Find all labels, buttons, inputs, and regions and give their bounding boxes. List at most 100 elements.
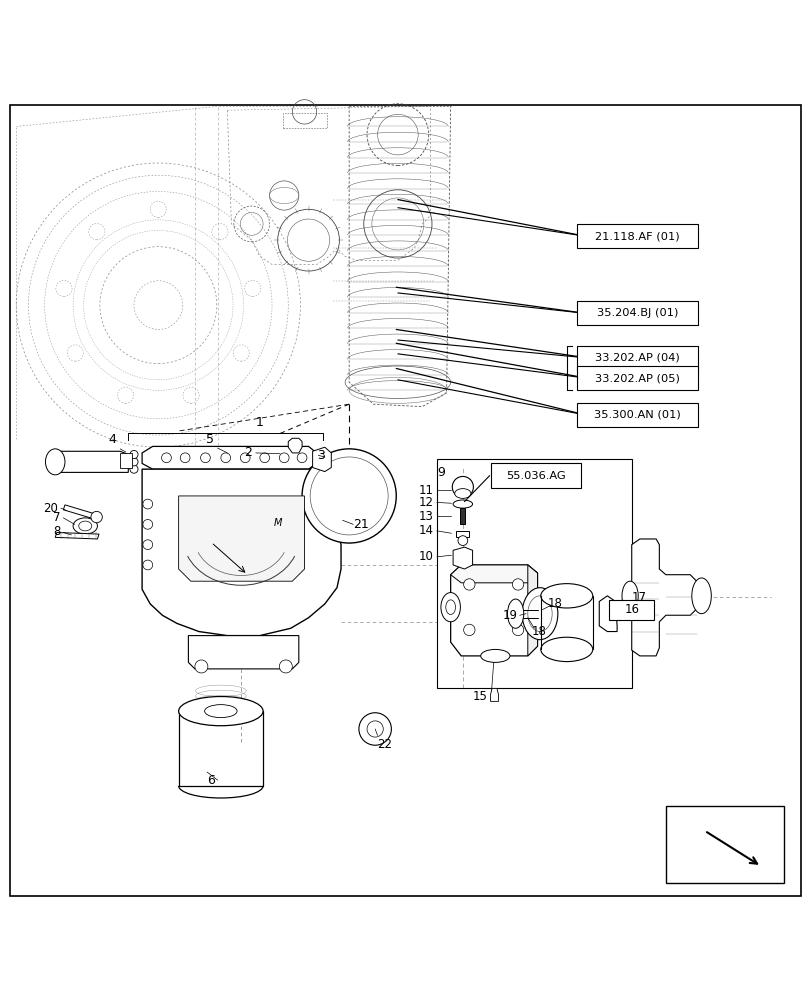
Text: 16: 16 xyxy=(624,603,638,616)
Bar xyxy=(460,508,465,524)
Ellipse shape xyxy=(73,518,97,534)
Text: 6: 6 xyxy=(207,774,215,787)
Ellipse shape xyxy=(178,697,263,726)
Circle shape xyxy=(240,453,250,463)
Ellipse shape xyxy=(453,500,472,508)
Ellipse shape xyxy=(480,649,509,662)
Circle shape xyxy=(200,453,210,463)
Bar xyxy=(491,463,580,488)
Circle shape xyxy=(161,453,171,463)
Ellipse shape xyxy=(440,593,460,622)
Bar xyxy=(120,453,132,468)
Polygon shape xyxy=(599,596,616,632)
Text: 18: 18 xyxy=(547,597,562,610)
Ellipse shape xyxy=(445,600,455,614)
Text: 9: 9 xyxy=(436,466,444,479)
Bar xyxy=(577,346,697,370)
Bar xyxy=(577,403,697,427)
Polygon shape xyxy=(55,532,99,539)
Polygon shape xyxy=(312,447,331,472)
Circle shape xyxy=(512,579,523,590)
Bar xyxy=(436,459,631,688)
Text: 35.204.BJ (01): 35.204.BJ (01) xyxy=(596,308,677,318)
Text: 10: 10 xyxy=(418,550,433,563)
Polygon shape xyxy=(142,469,341,636)
Circle shape xyxy=(91,511,102,523)
Text: 11: 11 xyxy=(418,484,433,497)
Circle shape xyxy=(463,624,474,636)
Circle shape xyxy=(130,450,138,459)
Polygon shape xyxy=(178,496,304,581)
Text: M: M xyxy=(273,518,281,528)
Circle shape xyxy=(279,453,289,463)
Text: 18: 18 xyxy=(531,625,546,638)
Text: 20: 20 xyxy=(44,502,58,515)
Bar xyxy=(608,600,653,620)
Bar xyxy=(577,301,697,325)
Circle shape xyxy=(512,624,523,636)
Text: 21.118.AF (01): 21.118.AF (01) xyxy=(594,231,679,241)
Polygon shape xyxy=(142,446,316,469)
Bar xyxy=(282,113,327,128)
Text: 14: 14 xyxy=(418,524,433,537)
Text: 2: 2 xyxy=(243,446,251,459)
Polygon shape xyxy=(450,565,537,656)
Polygon shape xyxy=(59,451,128,472)
Polygon shape xyxy=(188,636,298,669)
Bar xyxy=(665,806,783,883)
Text: 4: 4 xyxy=(108,433,116,446)
Polygon shape xyxy=(453,547,472,569)
Circle shape xyxy=(221,453,230,463)
Circle shape xyxy=(367,721,383,737)
Polygon shape xyxy=(490,688,498,701)
Circle shape xyxy=(260,453,269,463)
Polygon shape xyxy=(456,531,469,537)
Text: 13: 13 xyxy=(418,510,433,523)
Text: 8: 8 xyxy=(54,525,61,538)
Text: 3: 3 xyxy=(316,449,324,462)
Ellipse shape xyxy=(540,637,592,662)
Circle shape xyxy=(143,540,152,550)
Text: 15: 15 xyxy=(472,690,487,703)
Text: 21: 21 xyxy=(353,518,368,531)
Circle shape xyxy=(130,458,138,466)
Circle shape xyxy=(143,560,152,570)
Ellipse shape xyxy=(454,489,470,498)
Circle shape xyxy=(180,453,190,463)
Text: 55.036.AG: 55.036.AG xyxy=(505,471,565,481)
Circle shape xyxy=(279,660,292,673)
Circle shape xyxy=(358,713,391,745)
Circle shape xyxy=(130,465,138,473)
Ellipse shape xyxy=(45,449,65,475)
Text: 33.202.AP (05): 33.202.AP (05) xyxy=(594,373,679,383)
Text: 5: 5 xyxy=(205,433,213,446)
Text: 35.300.AN (01): 35.300.AN (01) xyxy=(594,410,680,420)
Polygon shape xyxy=(527,565,537,656)
Circle shape xyxy=(457,536,467,545)
Polygon shape xyxy=(631,539,697,656)
Text: 19: 19 xyxy=(503,609,517,622)
Polygon shape xyxy=(63,505,97,519)
Circle shape xyxy=(310,457,388,535)
Ellipse shape xyxy=(540,584,592,608)
Ellipse shape xyxy=(621,581,637,610)
Polygon shape xyxy=(288,438,302,453)
Circle shape xyxy=(463,579,474,590)
Ellipse shape xyxy=(691,578,710,614)
Ellipse shape xyxy=(79,521,92,531)
Ellipse shape xyxy=(507,599,523,628)
Polygon shape xyxy=(450,565,537,583)
Circle shape xyxy=(452,476,473,498)
Text: 22: 22 xyxy=(377,738,392,751)
Ellipse shape xyxy=(527,596,551,632)
Text: 12: 12 xyxy=(418,496,433,509)
Circle shape xyxy=(297,453,307,463)
Ellipse shape xyxy=(204,705,237,718)
Circle shape xyxy=(302,449,396,543)
Text: 1: 1 xyxy=(255,416,264,429)
Bar xyxy=(577,366,697,390)
Text: 33.202.AP (04): 33.202.AP (04) xyxy=(594,353,679,363)
Circle shape xyxy=(195,660,208,673)
Ellipse shape xyxy=(521,588,557,640)
Circle shape xyxy=(143,499,152,509)
